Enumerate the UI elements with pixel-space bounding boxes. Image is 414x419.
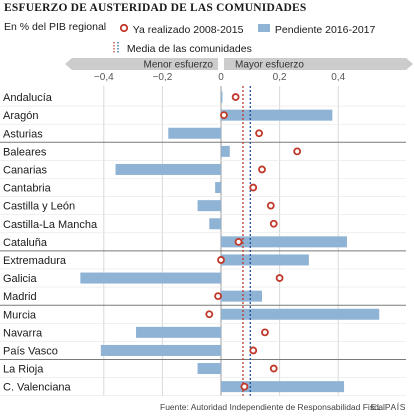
x-tick-label: 0,2 (273, 72, 287, 83)
marker-realizado (214, 292, 222, 301)
category-label: Navarra (3, 327, 43, 339)
x-tick-label: 0 (218, 72, 224, 83)
source-note: Fuente: Autoridad Independiente de Respo… (160, 402, 388, 412)
x-tick-label: −0,4 (94, 72, 114, 83)
marker-realizado (231, 93, 240, 101)
bar-pendiente (221, 236, 347, 248)
legend-label-pendiente: Pendiente 2016-2017 (274, 24, 376, 36)
category-label: Aragón (3, 110, 38, 122)
direction-label-right: Mayor esfuerzo (235, 60, 304, 71)
category-label: Asturias (3, 128, 43, 140)
marker-realizado (240, 382, 249, 391)
x-tick-label: 0,4 (331, 72, 345, 83)
bar-pendiente (221, 290, 263, 302)
category-label: Cantabria (3, 183, 52, 195)
marker-realizado (249, 346, 258, 355)
marker-realizado (275, 274, 284, 282)
bar-pendiente (221, 145, 230, 157)
marker-realizado (205, 310, 214, 319)
legend-item-pendiente: Pendiente 2016-2017 (258, 21, 375, 36)
x-tick-label: −0,2 (153, 72, 173, 83)
legend-marker-icon (119, 23, 129, 33)
marker-realizado (293, 147, 302, 156)
bar-pendiente (168, 127, 221, 139)
bar-pendiente (100, 344, 221, 356)
legend-label-media: Media de las comunidades (126, 43, 252, 55)
marker-realizado (269, 364, 278, 373)
bar-pendiente (221, 381, 345, 393)
legend-bar-icon (258, 24, 270, 32)
bar-pendiente (115, 163, 221, 175)
bar-pendiente (197, 363, 221, 375)
marker-realizado (234, 237, 243, 246)
brand-label: EL PAÍS (370, 402, 406, 412)
chart-subtitle: En % del PIB regional (4, 21, 107, 33)
marker-realizado (217, 256, 225, 264)
legend-item-realizado: Ya realizado 2008-2015 (118, 21, 243, 36)
category-label: Castilla-La Mancha (3, 219, 98, 231)
direction-label-left: Menor esfuerzo (144, 60, 214, 71)
category-label: Canarias (3, 164, 48, 176)
category-label: C. Valenciana (3, 382, 72, 394)
marker-realizado (220, 111, 228, 120)
arrow-right-icon (406, 58, 413, 70)
marker-realizado (261, 328, 269, 337)
bar-pendiente (221, 254, 309, 266)
category-label: Galicia (3, 273, 38, 285)
category-label: País Vasco (3, 345, 58, 357)
arrow-left-icon (65, 58, 72, 70)
category-label: Extremadura (3, 255, 67, 267)
category-label: Baleares (3, 146, 47, 158)
direction-band-right (224, 58, 406, 70)
marker-realizado (258, 165, 266, 174)
bar-pendiente (80, 272, 221, 284)
category-label: Cataluña (3, 237, 48, 249)
bar-pendiente (221, 308, 380, 320)
marker-realizado (255, 129, 263, 138)
bar-pendiente (221, 91, 223, 103)
category-label: La Rioja (3, 364, 44, 376)
legend-label-realizado: Ya realizado 2008-2015 (132, 24, 244, 36)
bar-pendiente (221, 109, 333, 121)
marker-realizado (249, 183, 258, 192)
marker-realizado (269, 219, 278, 228)
direction-band-left (72, 58, 218, 70)
bar-pendiente (136, 326, 221, 338)
category-label: Murcia (3, 309, 37, 321)
legend-media-icon (113, 42, 119, 54)
category-label: Madrid (3, 291, 37, 303)
legend-item-media: Media de las comunidades (110, 40, 252, 55)
bar-pendiente (209, 218, 221, 230)
category-label: Andalucía (3, 92, 53, 104)
bar-pendiente (215, 182, 221, 194)
category-label: Castilla y León (3, 201, 75, 213)
bar-pendiente (197, 200, 221, 212)
chart-title: ESFUERZO DE AUSTERIDAD DE LAS COMUNIDADE… (4, 2, 307, 14)
marker-realizado (266, 201, 275, 210)
